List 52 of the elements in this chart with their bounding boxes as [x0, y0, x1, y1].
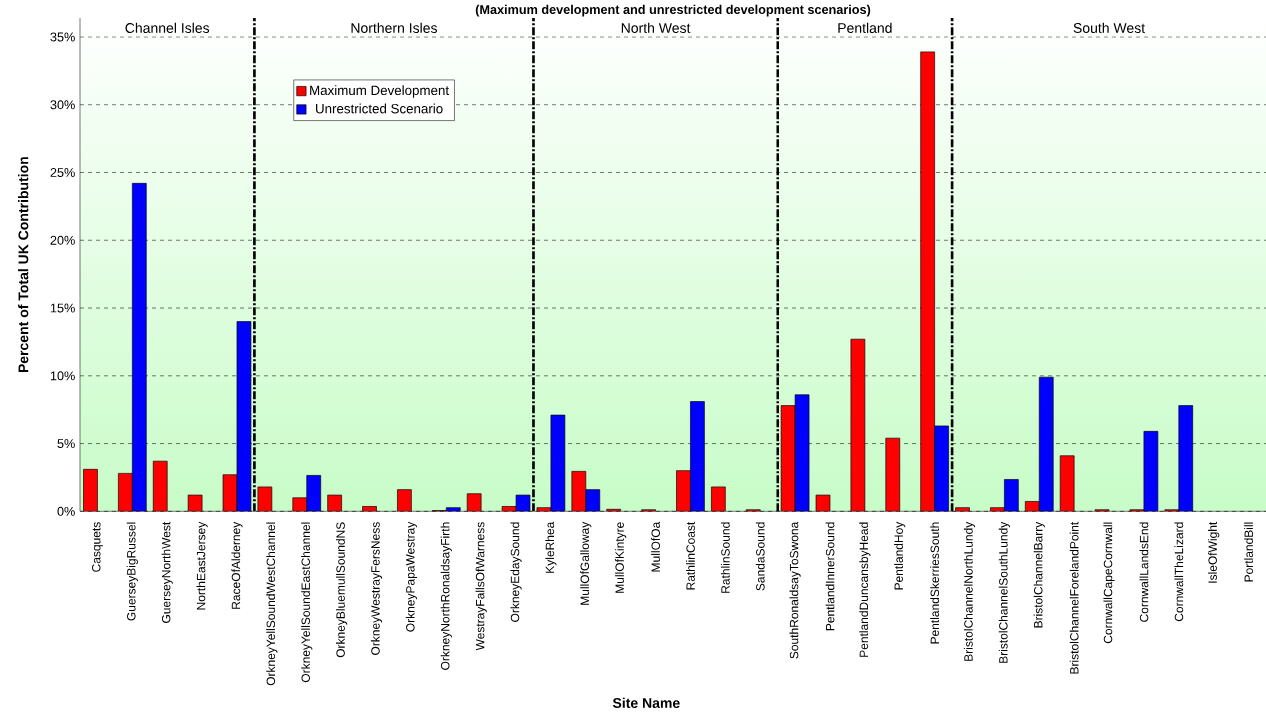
annotation: South West [1073, 22, 1145, 33]
x-tick-label: BristolChannelForelandPoint [1069, 521, 1079, 674]
x-tick-label: BristolChannelNorthLundy [963, 521, 976, 661]
y-tick-label: 30% [50, 100, 75, 110]
x-tick-label: IsleOfWight [1208, 521, 1220, 583]
annotation: North West [621, 22, 691, 33]
x-tick-label: OrkneyNorthRonaldsayFirth [440, 522, 452, 670]
x-tick-label: OrkneyEdaySound [510, 522, 522, 622]
x-tick-label: OrkneyWestrayFersNess [370, 522, 383, 655]
annotation: Channel Isles [125, 22, 210, 33]
x-tick-label: PentlandSkerriesSouth [930, 522, 940, 644]
x-tick-label: RathlinSound [720, 522, 730, 593]
x-tick-label: CornwallCapeCornwall [1103, 522, 1115, 644]
y-axis-title: Percent of Total UK Contribution [18, 157, 29, 373]
x-tick-label: KyleRhea [545, 521, 557, 573]
y-tick-label: 35% [50, 32, 75, 42]
chart-subtitle: (Maximum development and unrestricted development scenarios) [475, 4, 871, 17]
x-tick-label: PentlandDuncansbyHead [859, 522, 871, 657]
x-tick-label: GuerseyNorthWest [161, 521, 173, 623]
x-tick-label: OrkneyPapaWestray [405, 521, 417, 632]
x-tick-label: Casquets [92, 522, 103, 572]
legend-label: Unrestricted Scenario [316, 103, 443, 114]
x-tick-label: PentlandInnerSound [825, 522, 835, 631]
x-tick-label: GuerseyBigRussel [126, 522, 138, 621]
x-tick-label: MullOfGalloway [580, 521, 592, 605]
y-tick-label: 5% [57, 439, 75, 449]
legend-label: Maximum Development [310, 85, 449, 98]
x-tick-label: BristolChannelSouthLundy [998, 521, 1010, 663]
annotation: Pentland [838, 22, 892, 33]
x-axis-title: Site Name [612, 697, 680, 708]
y-tick-label: 15% [50, 303, 75, 313]
x-tick-label: RaceOfAlderney [231, 521, 243, 609]
annotation: Northern Isles [351, 22, 437, 33]
x-tick-label: SandaSound [755, 522, 765, 591]
x-tick-label: OrkneyBluemullSoundNS [336, 522, 348, 658]
y-tick-label: 25% [50, 168, 75, 177]
x-tick-label: CornwallLandsEnd [1139, 522, 1149, 622]
x-tick-label: OrkneyYellSoundWestChannel [266, 522, 278, 686]
x-tick-label: SouthRonaldsayToSwona [789, 521, 801, 659]
x-tick-label: CornwallTheLizard [1174, 522, 1184, 622]
x-tick-label: BristolChannelBarry [1033, 521, 1045, 628]
x-tick-label: RathlinCoast [686, 521, 695, 590]
x-tick-label: OrkneyYellSoundEastChannel [301, 522, 313, 683]
y-tick-label: 20% [50, 235, 75, 245]
x-tick-label: PentlandHoy [894, 521, 906, 590]
y-tick-label: 10% [50, 371, 75, 381]
x-tick-label: MullOfKintyre [615, 522, 627, 593]
x-tick-label: PortlandBill [1244, 522, 1253, 582]
x-tick-label: WestrayFallsOfWarness [475, 522, 487, 651]
x-tick-label: MullOfOa [651, 521, 660, 572]
x-tick-label: NorthEastJersey [196, 521, 208, 610]
y-tick-label: 0% [57, 506, 75, 516]
